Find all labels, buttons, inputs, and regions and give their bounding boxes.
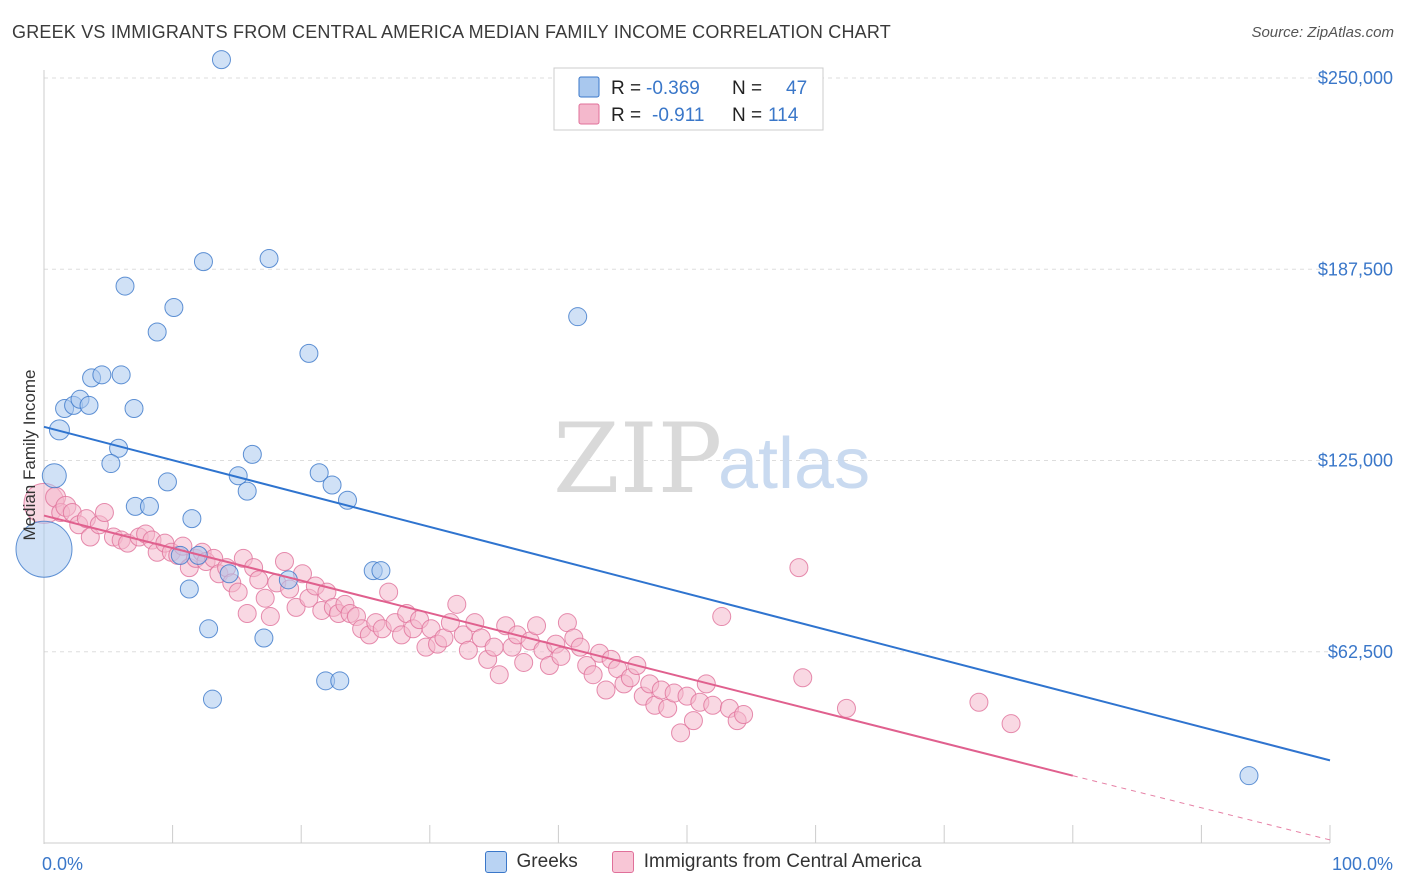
legend-swatch-central-america: [611, 851, 634, 873]
central-america-point: [484, 637, 504, 657]
stat-legend-n-label-central-america: N =: [732, 105, 762, 126]
stat-legend-r-greeks: -0.369: [646, 78, 700, 99]
greek-point: [219, 564, 239, 584]
central-america-point: [527, 616, 547, 636]
central-america-point: [734, 704, 754, 724]
central-america-point: [551, 646, 571, 666]
greek-point: [199, 619, 219, 639]
stat-legend-r-central-america: -0.911: [652, 105, 704, 126]
central-america-point: [969, 692, 989, 712]
greek-point: [139, 496, 159, 516]
stat-legend: R = -0.369 N = 47 R = -0.911 N = 114: [553, 67, 824, 131]
greek-point: [101, 454, 121, 474]
central-america-point: [789, 558, 809, 578]
greek-point: [211, 50, 231, 70]
greek-point: [237, 481, 257, 501]
central-america-point: [583, 665, 603, 685]
stat-legend-swatch-central-america: [578, 103, 600, 125]
watermark: ZIP atlas: [553, 403, 870, 515]
greek-point: [15, 520, 73, 578]
central-america-trend-extension: [1072, 775, 1331, 841]
central-america-point: [683, 711, 703, 731]
greek-point: [299, 343, 319, 363]
greek-point: [193, 252, 213, 272]
greek-point: [322, 475, 342, 495]
central-america-point: [228, 582, 248, 602]
y-axis-label: Median Family Income: [20, 369, 39, 540]
stat-legend-n-label-greeks: N =: [732, 78, 762, 99]
central-america-point: [793, 668, 813, 688]
central-america-point: [249, 570, 269, 590]
central-america-point: [703, 695, 723, 715]
central-america-point: [274, 551, 294, 571]
central-america-point: [514, 652, 534, 672]
series-legend: Greeks Immigrants from Central America: [0, 851, 1406, 873]
central-america-point: [458, 640, 478, 660]
tick-label-layer: $62,500 $125,000 $187,500 $250,000 0.0% 100.0…: [42, 68, 1393, 874]
greek-point: [259, 249, 279, 269]
stat-legend-swatch-greeks: [578, 76, 600, 98]
greek-point: [79, 395, 99, 415]
legend-label-central-america: Immigrants from Central America: [643, 851, 922, 872]
trend-layer: [43, 425, 1331, 841]
central-america-point: [1001, 714, 1021, 734]
greeks-trend-line: [43, 425, 1331, 762]
watermark-atlas: atlas: [718, 424, 870, 504]
greek-point: [147, 322, 167, 342]
greek-point: [41, 463, 67, 489]
central-america-point: [712, 607, 732, 627]
central-america-point: [237, 604, 257, 623]
legend-item-greeks: Greeks: [484, 851, 578, 873]
central-america-point: [255, 588, 275, 608]
central-america-point: [836, 698, 856, 718]
chart-source: Source: ZipAtlas.com: [1251, 24, 1394, 41]
central-america-point: [379, 582, 399, 602]
central-america-trend-line: [43, 514, 1074, 777]
stat-legend-r-label-central-america: R =: [611, 105, 641, 126]
greek-point: [124, 398, 144, 418]
central-america-point: [471, 628, 491, 648]
greek-point: [115, 276, 135, 296]
greek-point: [568, 307, 588, 327]
legend-label-greeks: Greeks: [516, 851, 578, 872]
legend-swatch-greeks: [484, 851, 507, 873]
greek-point: [179, 579, 199, 599]
central-america-point: [94, 503, 114, 523]
greek-point: [309, 463, 329, 483]
greek-point: [202, 689, 222, 709]
greek-point: [164, 298, 184, 317]
stat-legend-n-central-america: 114: [768, 105, 799, 126]
chart-title: GREEK VS IMMIGRANTS FROM CENTRAL AMERICA…: [12, 22, 891, 42]
stat-legend-n-greeks: 47: [786, 78, 807, 99]
watermark-zip: ZIP: [553, 403, 722, 515]
greek-point: [254, 628, 274, 648]
central-america-point: [671, 723, 691, 743]
x-tick-label-max: 100.0%: [1332, 854, 1393, 874]
greek-point: [111, 365, 131, 385]
y-tick-label: $187,500: [1318, 259, 1393, 279]
central-america-point: [286, 597, 306, 617]
legend-item-central-america: Immigrants from Central America: [611, 851, 922, 873]
greek-point: [157, 472, 177, 492]
central-america-point: [596, 680, 616, 700]
axes-layer: [43, 70, 1331, 844]
central-america-point: [489, 665, 509, 685]
stat-legend-r-label-greeks: R =: [611, 78, 641, 99]
greek-point: [371, 561, 391, 581]
central-america-point: [260, 607, 280, 627]
central-america-point: [447, 594, 467, 614]
greek-point: [1239, 766, 1259, 786]
greek-point: [242, 444, 262, 464]
y-tick-label: $125,000: [1318, 451, 1393, 471]
points-layer: [15, 50, 1259, 786]
y-tick-label: $250,000: [1318, 68, 1393, 88]
greek-point: [330, 671, 350, 691]
greek-point: [182, 509, 202, 529]
greek-point: [92, 365, 112, 385]
grid-layer: [44, 77, 1335, 653]
x-tick-label-min: 0.0%: [42, 854, 83, 874]
y-tick-label: $62,500: [1328, 642, 1393, 662]
